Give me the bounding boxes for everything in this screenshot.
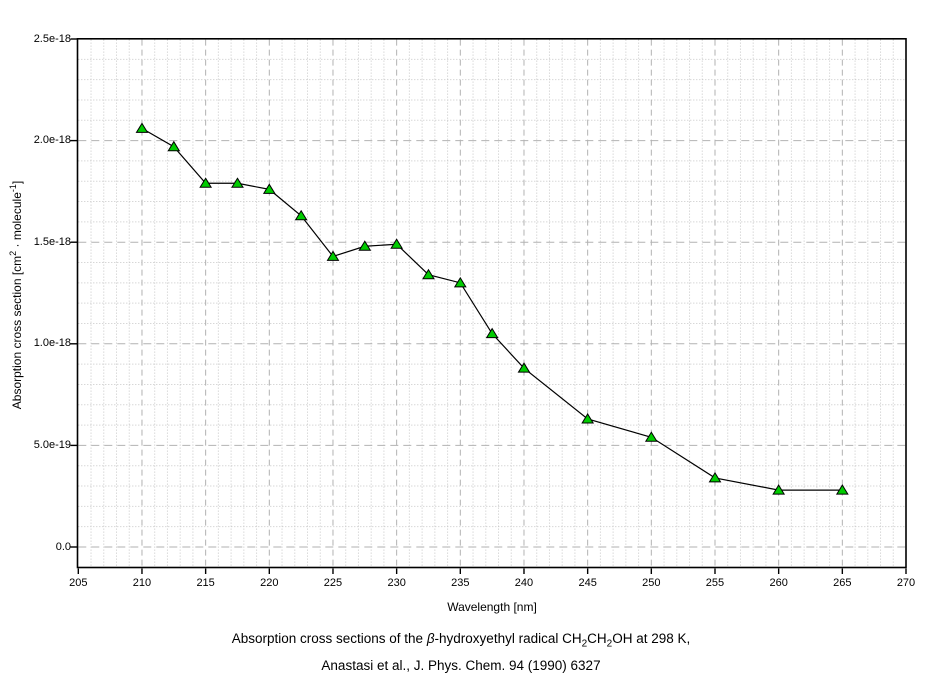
- text-segment: · molecule: [10, 192, 24, 251]
- data-point-marker: [581, 413, 595, 424]
- text-segment: CH: [587, 631, 607, 646]
- y-axis-title: Absorption cross section [cm2 · molecule…: [8, 181, 24, 409]
- y-tick-label: 2.0e-18: [33, 134, 71, 147]
- x-tick-label: 265: [833, 577, 852, 589]
- data-point-marker: [390, 238, 404, 249]
- x-tick-label: 225: [323, 577, 343, 589]
- text-segment: -1: [8, 184, 18, 193]
- data-point-marker: [199, 177, 213, 188]
- axes-box: [76, 37, 907, 569]
- y-tick-label: 5.0e-19: [33, 438, 71, 451]
- data-line: [141, 127, 843, 491]
- x-tick-label: 255: [705, 577, 725, 589]
- x-tick-label: 215: [196, 577, 215, 589]
- data-point-marker: [167, 140, 181, 152]
- data-point-marker: [772, 484, 786, 495]
- data-point-marker: [708, 471, 722, 483]
- caption-line-1: Absorption cross sections of the β-hydro…: [0, 628, 922, 655]
- x-tick-label: 270: [896, 577, 916, 589]
- figure-caption: Absorption cross sections of the β-hydro…: [0, 628, 922, 673]
- text-segment: 2: [8, 250, 18, 256]
- y-tick-label: 2.5e-18: [33, 32, 71, 45]
- text-segment: OH at 298 K,: [612, 631, 691, 646]
- data-point-marker: [644, 431, 658, 442]
- data-point-marker: [835, 484, 849, 495]
- x-tick-label: 245: [578, 577, 597, 589]
- x-tick-label: 240: [514, 577, 534, 589]
- plot-area: [70, 37, 907, 574]
- text-segment: ]: [10, 180, 24, 185]
- text-segment: β: [426, 631, 435, 646]
- text-segment: 2: [581, 638, 588, 650]
- text-segment: -hydroxyethyl radical CH: [434, 631, 582, 646]
- x-tick-label: 210: [132, 577, 152, 589]
- data-point-marker: [485, 327, 499, 339]
- x-tick-label: 205: [69, 577, 88, 589]
- data-point-marker: [326, 250, 340, 261]
- data-point-marker: [358, 240, 372, 251]
- x-tick-label: 260: [769, 577, 788, 589]
- data-point-marker: [135, 122, 149, 133]
- y-tick-label: 1.5e-18: [33, 235, 71, 248]
- x-tick-label: 230: [387, 577, 406, 589]
- data-point-marker: [262, 183, 276, 194]
- data-point-marker: [453, 276, 467, 288]
- data-point-marker: [231, 177, 244, 188]
- x-tick-label: 250: [642, 577, 661, 589]
- text-segment: 2: [606, 638, 613, 650]
- text-segment: Absorption cross sections of the: [231, 631, 427, 646]
- data-point-marker: [422, 268, 435, 280]
- caption-line-2: Anastasi et al., J. Phys. Chem. 94 (1990…: [321, 658, 601, 673]
- data-point-marker: [294, 209, 308, 221]
- data-point-marker: [517, 362, 531, 373]
- x-tick-label: 220: [260, 577, 279, 589]
- text-segment: Absorption cross section [cm: [10, 255, 24, 410]
- x-axis-title: Wavelength [nm]: [447, 600, 537, 614]
- y-tick-label: 0.0: [55, 540, 71, 553]
- y-tick-label: 1.0e-18: [33, 337, 71, 350]
- x-tick-label: 235: [451, 577, 470, 589]
